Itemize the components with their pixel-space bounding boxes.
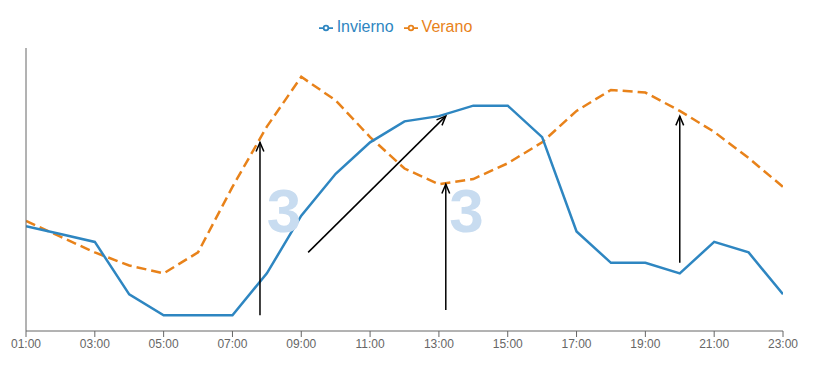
svg-text:3: 3: [449, 176, 483, 245]
svg-text:11:00: 11:00: [356, 337, 385, 351]
svg-text:05:00: 05:00: [149, 337, 179, 351]
html-text:Invierno: Invierno: [336, 18, 394, 35]
svg-text:17:00: 17:00: [562, 337, 592, 351]
svg-text:13:00: 13:00: [424, 337, 454, 351]
svg-text:01:00: 01:00: [11, 337, 41, 351]
svg-text:19:00: 19:00: [630, 337, 660, 351]
svg-text:03:00: 03:00: [80, 337, 110, 351]
svg-text:21:00: 21:00: [699, 337, 729, 351]
svg-text:15:00: 15:00: [493, 337, 523, 351]
svg-text:3: 3: [267, 176, 301, 245]
svg-text:07:00: 07:00: [217, 337, 247, 351]
html-text:Verano: Verano: [421, 18, 473, 35]
svg-text:09:00: 09:00: [286, 337, 316, 351]
svg-text:23:00: 23:00: [768, 337, 798, 351]
